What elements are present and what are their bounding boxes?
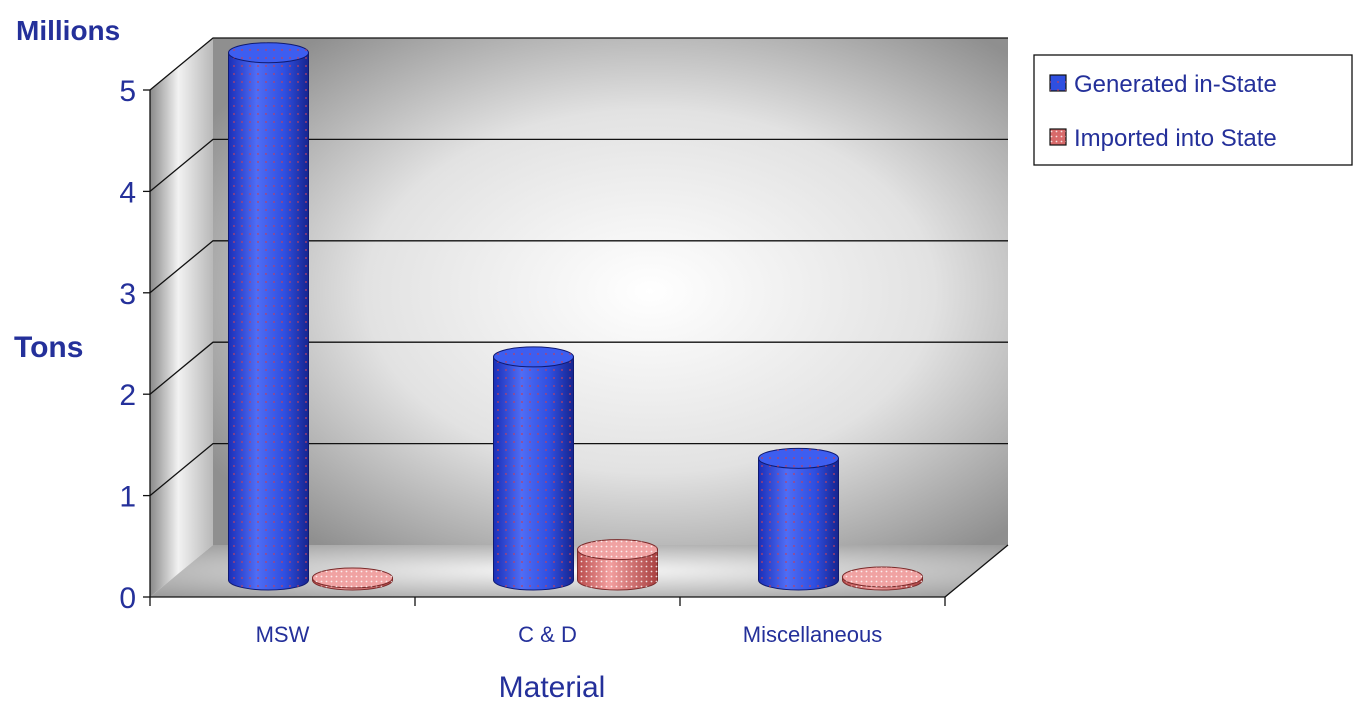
bar-top-texture	[758, 448, 839, 469]
y-tick-label: 0	[119, 582, 136, 615]
y-tick-label: 3	[119, 278, 136, 311]
legend-swatch-texture	[1050, 129, 1066, 145]
legend-swatch-texture	[1050, 75, 1066, 91]
legend-entry-label: Generated in-State	[1074, 71, 1277, 98]
gridline	[149, 341, 1008, 395]
bar-generated	[493, 346, 574, 591]
y-tick-label: 1	[119, 481, 136, 514]
legend: Generated in-State Imported into State	[1033, 54, 1353, 166]
x-axis-title: Material	[499, 671, 606, 702]
gridline	[149, 37, 1008, 91]
x-axis-depth-edge	[944, 544, 1009, 598]
y-axis-title: Tons	[14, 331, 83, 364]
bar-top-texture	[842, 566, 923, 587]
bars-layer	[228, 42, 923, 591]
gridlines	[149, 37, 1008, 497]
x-tick-label: MSW	[256, 622, 310, 647]
units-label: Millions	[16, 15, 120, 46]
gridline	[149, 442, 1008, 497]
x-tick-label: Miscellaneous	[743, 622, 882, 647]
bar-top-texture	[577, 539, 658, 560]
bar-imported	[577, 539, 658, 591]
bar-top-texture	[312, 567, 393, 588]
bar-texture	[228, 52, 309, 591]
legend-entry-label: Imported into State	[1074, 125, 1277, 152]
bar-imported	[842, 566, 923, 591]
gridline	[149, 240, 1008, 294]
y-tick-label: 4	[119, 176, 136, 209]
gridline	[149, 138, 1008, 192]
y-tick-label: 5	[119, 75, 136, 108]
bar-generated	[228, 42, 309, 591]
bar-top-texture	[493, 346, 574, 367]
bar-texture	[758, 458, 839, 590]
bar-generated	[758, 447, 839, 591]
axes-layer: 0 1 2 3 4 5 MSW C & D Miscellaneous	[119, 75, 1009, 647]
bar-texture	[577, 549, 658, 590]
legend-box	[1033, 54, 1353, 166]
bar-imported	[312, 567, 393, 591]
bar-texture	[493, 356, 574, 590]
left-wall	[150, 38, 213, 597]
x-tick-label: C & D	[518, 622, 577, 647]
bar-top-texture	[228, 42, 309, 63]
y-tick-label: 2	[119, 379, 136, 412]
back-wall	[213, 38, 1008, 545]
